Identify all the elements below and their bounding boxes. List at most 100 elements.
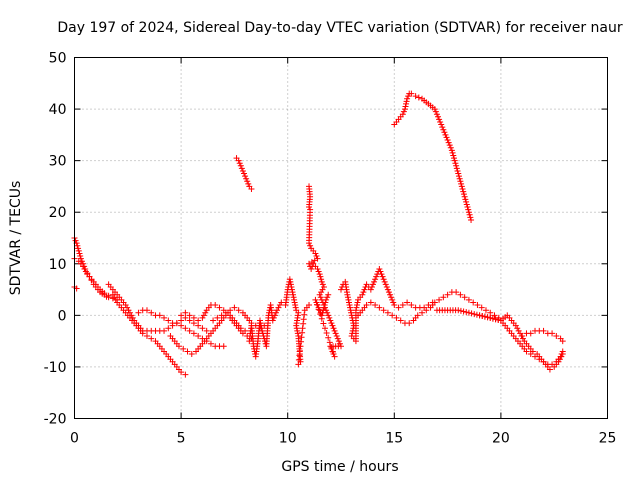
data-point: [322, 325, 329, 332]
data-point: [325, 312, 332, 319]
data-point: [559, 338, 566, 345]
data-point: [300, 316, 307, 323]
data-point: [222, 309, 229, 316]
data-point: [214, 314, 221, 321]
data-point: [399, 302, 406, 309]
data-point: [258, 322, 265, 329]
data-point: [376, 265, 383, 272]
data-point: [436, 296, 443, 303]
data-point: [546, 366, 553, 373]
data-point: [331, 327, 338, 334]
data-point: [431, 299, 438, 306]
data-point: [186, 312, 193, 319]
data-point: [465, 209, 472, 216]
data-point: [457, 178, 464, 185]
data-point: [289, 289, 296, 296]
data-point: [372, 276, 379, 283]
data-point: [393, 314, 400, 321]
data-point: [207, 340, 214, 347]
data-point: [325, 334, 332, 341]
y-tick-label: -20: [44, 412, 67, 428]
data-point: [347, 304, 354, 311]
data-point: [474, 302, 481, 309]
data-point: [338, 286, 344, 293]
data-point: [399, 111, 406, 118]
data-point: [454, 167, 461, 174]
data-point: [344, 291, 351, 298]
data-point: [324, 294, 331, 301]
data-point: [313, 299, 320, 306]
data-point: [478, 304, 485, 311]
data-point: [109, 291, 116, 298]
y-tick-label: 20: [49, 205, 67, 221]
data-point: [75, 247, 82, 254]
data-point: [515, 327, 522, 334]
data-point: [318, 312, 325, 319]
data-point: [325, 291, 332, 298]
data-point: [492, 316, 499, 323]
data-point: [353, 304, 360, 311]
data-point: [384, 309, 391, 316]
y-axis-label: SDTVAR / TECUs: [8, 181, 24, 296]
data-point: [401, 106, 408, 113]
data-point: [292, 302, 299, 309]
data-point: [359, 291, 366, 298]
data-point: [235, 307, 242, 314]
data-point: [328, 320, 335, 327]
data-point: [376, 304, 383, 311]
data-point: [448, 147, 455, 154]
data-point: [306, 204, 313, 211]
data-point: [287, 281, 294, 288]
data-point: [514, 325, 521, 332]
data-point: [462, 196, 469, 203]
data-point: [451, 157, 458, 164]
data-point: [184, 348, 191, 355]
axis-ticks: 0 5 10 15 20 25 -20 -10 0 10 20 30 40 50: [44, 51, 617, 447]
data-point: [466, 211, 473, 218]
data-point: [274, 307, 281, 314]
data-point: [453, 162, 460, 169]
data-point: [242, 327, 249, 334]
data-point: [463, 309, 470, 316]
data-point: [327, 317, 334, 324]
data-point: [291, 299, 298, 306]
data-point: [195, 322, 202, 329]
data-point: [318, 276, 325, 283]
data-point: [335, 338, 342, 345]
data-point: [460, 191, 467, 198]
data-point: [326, 339, 333, 346]
data-point: [101, 290, 108, 297]
data-point: [467, 214, 474, 221]
data-point: [139, 330, 146, 337]
data-point: [165, 317, 172, 324]
data-point: [178, 369, 185, 376]
data-point: [473, 311, 480, 318]
data-point: [457, 307, 464, 314]
data-point: [320, 307, 327, 314]
data-point: [361, 286, 368, 293]
data-point: [444, 137, 451, 144]
data-point: [259, 327, 266, 334]
data-point: [328, 344, 335, 351]
data-point: [331, 353, 338, 360]
data-point: [352, 307, 359, 314]
data-point: [306, 302, 313, 309]
x-tick-label: 10: [279, 431, 297, 447]
data-point: [435, 113, 442, 120]
data-point: [210, 317, 217, 324]
data-point: [391, 302, 398, 309]
data-point: [406, 320, 413, 327]
data-point: [555, 358, 562, 365]
data-point: [312, 250, 319, 257]
data-point: [239, 167, 246, 174]
data-point: [360, 289, 367, 296]
data-point: [122, 302, 129, 309]
data-point: [408, 90, 415, 97]
data-point: [460, 308, 467, 315]
data-point: [363, 302, 370, 309]
data-point: [295, 361, 302, 368]
data-point: [240, 170, 247, 177]
data-point: [161, 327, 168, 334]
data-point: [308, 265, 315, 272]
data-point: [220, 343, 227, 350]
